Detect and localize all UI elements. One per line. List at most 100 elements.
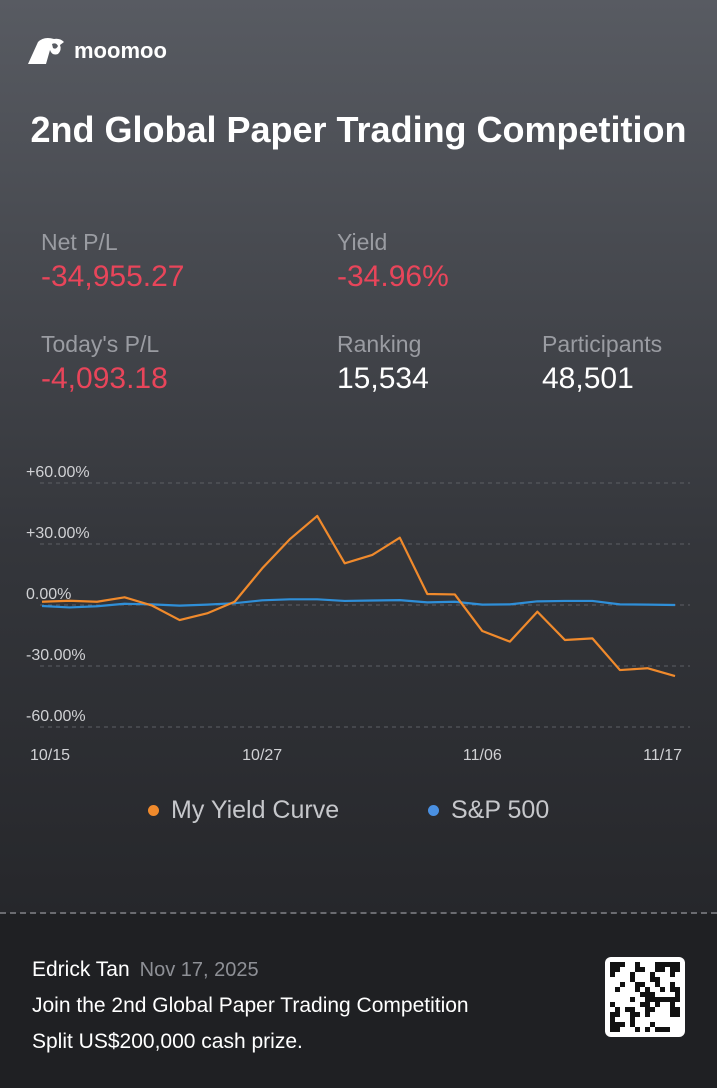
legend-dot-icon bbox=[148, 805, 159, 816]
qr-module bbox=[610, 1012, 615, 1017]
yield-chart: +60.00% +30.00% 0.00% -30.00% -60.00% 10/15 10… bbox=[26, 464, 690, 764]
qr-module bbox=[615, 1012, 620, 1017]
qr-module bbox=[670, 982, 675, 987]
qr-module bbox=[670, 997, 675, 1002]
qr-module bbox=[670, 962, 675, 967]
qr-module bbox=[645, 987, 650, 992]
qr-module bbox=[675, 967, 680, 972]
qr-module bbox=[665, 997, 670, 1002]
qr-module bbox=[630, 1022, 635, 1027]
qr-module bbox=[635, 982, 640, 987]
bull-icon bbox=[28, 38, 64, 64]
qr-module bbox=[615, 987, 620, 992]
divider bbox=[0, 912, 717, 914]
qr-module bbox=[630, 1007, 635, 1012]
x-tick-label: 11/17 bbox=[643, 747, 682, 764]
qr-module bbox=[655, 962, 660, 967]
qr-module bbox=[610, 962, 615, 967]
qr-module bbox=[670, 987, 675, 992]
qr-module bbox=[655, 1027, 660, 1032]
y-tick-label: -30.00% bbox=[26, 647, 86, 664]
qr-module bbox=[620, 1022, 625, 1027]
x-tick-label: 10/15 bbox=[30, 747, 70, 764]
qr-module bbox=[650, 1022, 655, 1027]
qr-module bbox=[655, 1002, 660, 1007]
qr-module bbox=[610, 967, 615, 972]
legend-dot-icon bbox=[428, 805, 439, 816]
qr-module bbox=[635, 962, 640, 967]
legend-sp500: S&P 500 bbox=[428, 796, 549, 825]
qr-module bbox=[645, 1007, 650, 1012]
qr-module bbox=[670, 1007, 675, 1012]
qr-module bbox=[615, 1027, 620, 1032]
qr-module bbox=[630, 972, 635, 977]
qr-module bbox=[650, 972, 655, 977]
todays-pl: Today's P/L -4,093.18 bbox=[41, 331, 168, 395]
user-name: Edrick Tan bbox=[32, 958, 130, 981]
x-tick-label: 11/06 bbox=[463, 747, 502, 764]
qr-module bbox=[630, 1017, 635, 1022]
qr-module bbox=[655, 977, 660, 982]
qr-module bbox=[675, 1007, 680, 1012]
qr-module bbox=[610, 1002, 615, 1007]
qr-code[interactable] bbox=[605, 957, 685, 1037]
qr-module bbox=[660, 987, 665, 992]
y-tick-label: -60.00% bbox=[26, 708, 86, 725]
qr-module bbox=[630, 997, 635, 1002]
qr-module bbox=[655, 997, 660, 1002]
qr-module bbox=[670, 967, 675, 972]
qr-module bbox=[630, 1012, 635, 1017]
series-line-my-yield-curve bbox=[41, 514, 676, 678]
qr-module bbox=[660, 1027, 665, 1032]
qr-module bbox=[670, 1012, 675, 1017]
qr-module bbox=[640, 982, 645, 987]
qr-module bbox=[610, 1022, 615, 1027]
qr-module bbox=[620, 962, 625, 967]
yield: Yield -34.96% bbox=[337, 229, 449, 293]
qr-module bbox=[650, 1007, 655, 1012]
qr-module bbox=[675, 992, 680, 997]
qr-module bbox=[660, 967, 665, 972]
qr-module bbox=[635, 967, 640, 972]
qr-module bbox=[640, 992, 645, 997]
qr-module bbox=[640, 967, 645, 972]
y-tick-label: +60.00% bbox=[26, 464, 90, 481]
qr-module bbox=[675, 1012, 680, 1017]
qr-module bbox=[670, 972, 675, 977]
qr-module bbox=[650, 997, 655, 1002]
net-pl: Net P/L -34,955.27 bbox=[41, 229, 185, 293]
page-title: 2nd Global Paper Trading Competition bbox=[30, 109, 687, 150]
share-card bbox=[0, 0, 717, 913]
qr-module bbox=[620, 982, 625, 987]
qr-module bbox=[635, 1012, 640, 1017]
qr-module bbox=[615, 1007, 620, 1012]
qr-module bbox=[625, 1007, 630, 1012]
qr-module bbox=[610, 1017, 615, 1022]
qr-module bbox=[640, 1002, 645, 1007]
qr-module bbox=[645, 1012, 650, 1017]
qr-module bbox=[615, 962, 620, 967]
footer: Edrick Tan Nov 17, 2025 Join the 2nd Glob… bbox=[32, 958, 469, 1053]
qr-module bbox=[675, 997, 680, 1002]
x-tick-label: 10/27 bbox=[242, 747, 282, 764]
qr-module bbox=[675, 962, 680, 967]
date: Nov 17, 2025 bbox=[139, 959, 259, 981]
moomoo-logo: moomoo bbox=[26, 36, 167, 66]
y-tick-label: +30.00% bbox=[26, 525, 90, 542]
qr-module bbox=[645, 1002, 650, 1007]
ranking: Ranking 15,534 bbox=[337, 331, 429, 395]
qr-module bbox=[675, 987, 680, 992]
qr-module bbox=[630, 977, 635, 982]
qr-module bbox=[645, 997, 650, 1002]
qr-module bbox=[615, 1022, 620, 1027]
legend-my-yield: My Yield Curve bbox=[148, 796, 339, 825]
qr-code-icon bbox=[610, 962, 680, 1032]
qr-module bbox=[650, 992, 655, 997]
qr-module bbox=[665, 962, 670, 967]
qr-module bbox=[635, 987, 640, 992]
qr-module bbox=[645, 1027, 650, 1032]
qr-module bbox=[635, 1027, 640, 1032]
qr-module bbox=[660, 962, 665, 967]
qr-module bbox=[655, 967, 660, 972]
y-tick-label: 0.00% bbox=[26, 586, 71, 603]
